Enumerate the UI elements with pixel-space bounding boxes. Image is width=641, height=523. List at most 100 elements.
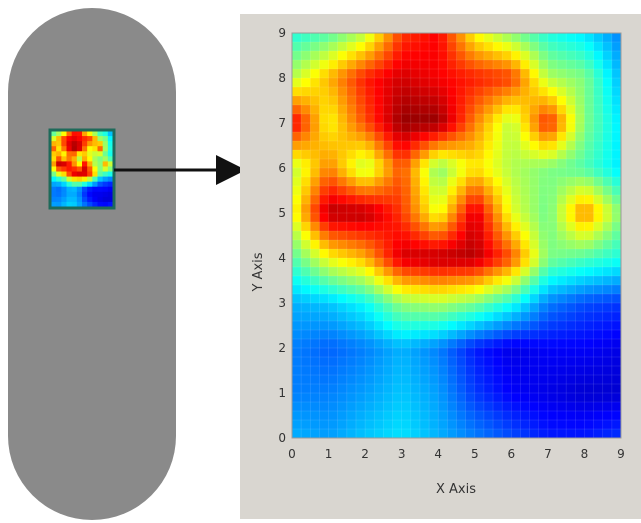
heatmap-cell: [474, 177, 485, 187]
heatmap-cell: [438, 195, 448, 205]
heatmap-cell: [584, 132, 595, 142]
heatmap-cell: [429, 249, 439, 259]
heatmap-cell: [355, 348, 366, 358]
heatmap-cell: [465, 195, 476, 205]
heatmap-cell: [529, 312, 540, 322]
heatmap-cell: [584, 312, 595, 322]
heatmap-cell: [602, 78, 613, 88]
heatmap-cell: [355, 393, 366, 403]
heatmap-cell: [438, 429, 448, 438]
heatmap-cell: [383, 114, 394, 124]
heatmap-cell: [447, 69, 458, 79]
heatmap-cell: [575, 87, 586, 97]
heatmap-cell: [566, 321, 576, 331]
heatmap-cell: [355, 411, 366, 421]
heatmap-cell: [374, 411, 384, 421]
heatmap-cell: [511, 249, 522, 259]
x-tick-label: 0: [288, 447, 296, 461]
heatmap-cell: [383, 285, 394, 295]
heatmap-cell: [602, 177, 613, 187]
heatmap-cell: [438, 42, 448, 52]
heatmap-cell: [456, 51, 467, 61]
inset-thumbnail: [48, 128, 116, 210]
inset-cell: [51, 131, 57, 137]
inset-cell: [56, 166, 62, 173]
heatmap-cell: [383, 429, 394, 438]
heatmap-cell: [365, 393, 375, 403]
heatmap-cell: [611, 51, 621, 61]
heatmap-cell: [328, 240, 339, 250]
heatmap-cell: [520, 177, 531, 187]
heatmap-cell: [566, 105, 576, 115]
heatmap-cell: [447, 357, 458, 367]
heatmap-cell: [529, 402, 540, 412]
heatmap-cell: [292, 51, 302, 61]
heatmap-cell: [365, 420, 375, 430]
heatmap-cell: [538, 204, 549, 214]
heatmap-cell: [328, 312, 339, 322]
heatmap-cell: [310, 105, 321, 115]
heatmap-cell: [520, 357, 531, 367]
y-tick-label: 4: [278, 251, 286, 265]
heatmap-cell: [410, 105, 421, 115]
heatmap-cell: [456, 222, 467, 232]
heatmap-cell: [310, 285, 321, 295]
heatmap-cell: [319, 42, 330, 52]
inset-cell: [92, 191, 99, 198]
heatmap-cell: [410, 114, 421, 124]
heatmap-cell: [584, 87, 595, 97]
heatmap-cell: [611, 105, 621, 115]
inset-cell: [107, 181, 113, 188]
heatmap-cell: [602, 366, 613, 376]
heatmap-cell: [438, 357, 448, 367]
inset-cell: [82, 186, 88, 193]
inset-cell: [87, 176, 93, 183]
heatmap-cell: [383, 294, 394, 304]
heatmap-cell: [429, 195, 439, 205]
heatmap-cell: [337, 141, 348, 151]
heatmap-cell: [547, 366, 558, 376]
heatmap-cell: [502, 204, 512, 214]
inset-cell: [71, 161, 78, 168]
heatmap-cell: [493, 141, 503, 151]
heatmap-cell: [593, 204, 604, 214]
heatmap-cell: [429, 285, 439, 295]
heatmap-cell: [611, 321, 621, 331]
inset-cell: [51, 146, 57, 152]
heatmap-cell: [566, 276, 576, 286]
heatmap-cell: [292, 213, 302, 223]
heatmap-cell: [392, 420, 403, 430]
heatmap-cell: [429, 294, 439, 304]
heatmap-cell: [566, 267, 576, 277]
heatmap-cell: [447, 402, 458, 412]
heatmap-cell: [465, 249, 476, 259]
heatmap-cell: [593, 411, 604, 421]
heatmap-cell: [383, 231, 394, 241]
heatmap-cell: [547, 429, 558, 438]
heatmap-cell: [502, 87, 512, 97]
heatmap-cell: [438, 402, 448, 412]
heatmap-cell: [374, 231, 384, 241]
heatmap-cell: [419, 204, 430, 214]
heatmap-cell: [557, 51, 567, 61]
heatmap-cell: [301, 375, 311, 385]
heatmap-cell: [365, 339, 375, 349]
heatmap-cell: [401, 123, 412, 133]
heatmap-cell: [493, 366, 503, 376]
heatmap-cell: [438, 150, 448, 160]
inset-cell: [107, 201, 113, 207]
inset-cell: [92, 151, 99, 157]
heatmap-cell: [337, 60, 348, 70]
heatmap-cell: [529, 303, 540, 313]
heatmap-cell: [538, 87, 549, 97]
heatmap-cell: [584, 411, 595, 421]
heatmap-cell: [483, 33, 494, 43]
heatmap-cell: [511, 141, 522, 151]
inset-cell: [82, 131, 88, 137]
heatmap-cell: [611, 330, 621, 340]
heatmap-cell: [392, 348, 403, 358]
heatmap-cell: [292, 141, 302, 151]
heatmap-cell: [374, 150, 384, 160]
heatmap-cell: [301, 159, 311, 169]
heatmap-cell: [310, 186, 321, 196]
